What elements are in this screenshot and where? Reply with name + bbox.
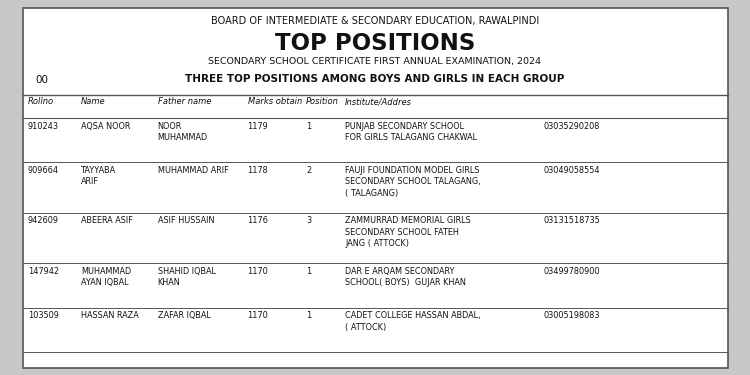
Text: 3: 3 [306, 216, 311, 225]
Text: Marks obtain: Marks obtain [248, 98, 302, 106]
Text: CADET COLLEGE HASSAN ABDAL,
( ATTOCK): CADET COLLEGE HASSAN ABDAL, ( ATTOCK) [345, 311, 481, 332]
Text: 1170: 1170 [248, 311, 268, 320]
Text: 03499780900: 03499780900 [544, 267, 600, 276]
Text: Position: Position [306, 98, 339, 106]
Text: 1176: 1176 [248, 216, 268, 225]
Text: Name: Name [81, 98, 106, 106]
Text: AQSA NOOR: AQSA NOOR [81, 122, 130, 130]
Text: TOP POSITIONS: TOP POSITIONS [274, 32, 476, 54]
FancyBboxPatch shape [22, 8, 728, 368]
Text: ABEERA ASIF: ABEERA ASIF [81, 216, 133, 225]
Text: FAUJI FOUNDATION MODEL GIRLS
SECONDARY SCHOOL TALAGANG,
( TALAGANG): FAUJI FOUNDATION MODEL GIRLS SECONDARY S… [345, 166, 481, 198]
Text: 1: 1 [306, 267, 311, 276]
Text: 147942: 147942 [28, 267, 58, 276]
Text: 103509: 103509 [28, 311, 58, 320]
Text: DAR E ARQAM SECONDARY
SCHOOL( BOYS)  GUJAR KHAN: DAR E ARQAM SECONDARY SCHOOL( BOYS) GUJA… [345, 267, 466, 288]
Text: ZAFAR IQBAL: ZAFAR IQBAL [158, 311, 210, 320]
Text: 942609: 942609 [28, 216, 58, 225]
Text: Father name: Father name [158, 98, 211, 106]
Text: Institute/Addres: Institute/Addres [345, 98, 412, 106]
Text: SECONDARY SCHOOL CERTIFICATE FIRST ANNUAL EXAMINATION, 2024: SECONDARY SCHOOL CERTIFICATE FIRST ANNUA… [209, 57, 542, 66]
Text: 910243: 910243 [28, 122, 58, 130]
Text: MUHAMMAD
AYAN IQBAL: MUHAMMAD AYAN IQBAL [81, 267, 131, 288]
Text: 1178: 1178 [248, 166, 268, 175]
Text: 909664: 909664 [28, 166, 58, 175]
Text: NOOR
MUHAMMAD: NOOR MUHAMMAD [158, 122, 208, 142]
Text: 03049058554: 03049058554 [544, 166, 600, 175]
Text: THREE TOP POSITIONS AMONG BOYS AND GIRLS IN EACH GROUP: THREE TOP POSITIONS AMONG BOYS AND GIRLS… [185, 74, 565, 84]
Text: Rollno: Rollno [28, 98, 54, 106]
Text: 1: 1 [306, 122, 311, 130]
Text: 2: 2 [306, 166, 311, 175]
Text: PUNJAB SECONDARY SCHOOL
FOR GIRLS TALAGANG CHAKWAL: PUNJAB SECONDARY SCHOOL FOR GIRLS TALAGA… [345, 122, 477, 142]
Text: BOARD OF INTERMEDIATE & SECONDARY EDUCATION, RAWALPINDI: BOARD OF INTERMEDIATE & SECONDARY EDUCAT… [211, 16, 539, 26]
Text: ZAMMURRAD MEMORIAL GIRLS
SECONDARY SCHOOL FATEH
JANG ( ATTOCK): ZAMMURRAD MEMORIAL GIRLS SECONDARY SCHOO… [345, 216, 471, 248]
Text: MUHAMMAD ARIF: MUHAMMAD ARIF [158, 166, 228, 175]
Text: 00: 00 [35, 75, 48, 85]
Text: HASSAN RAZA: HASSAN RAZA [81, 311, 139, 320]
Text: TAYYABA
ARIF: TAYYABA ARIF [81, 166, 116, 186]
Text: ASIF HUSSAIN: ASIF HUSSAIN [158, 216, 214, 225]
Text: 1170: 1170 [248, 267, 268, 276]
Text: 03131518735: 03131518735 [544, 216, 601, 225]
Text: 03035290208: 03035290208 [544, 122, 600, 130]
Text: 1: 1 [306, 311, 311, 320]
Text: 03005198083: 03005198083 [544, 311, 600, 320]
Text: 1179: 1179 [248, 122, 268, 130]
Text: SHAHID IQBAL
KHAN: SHAHID IQBAL KHAN [158, 267, 215, 288]
